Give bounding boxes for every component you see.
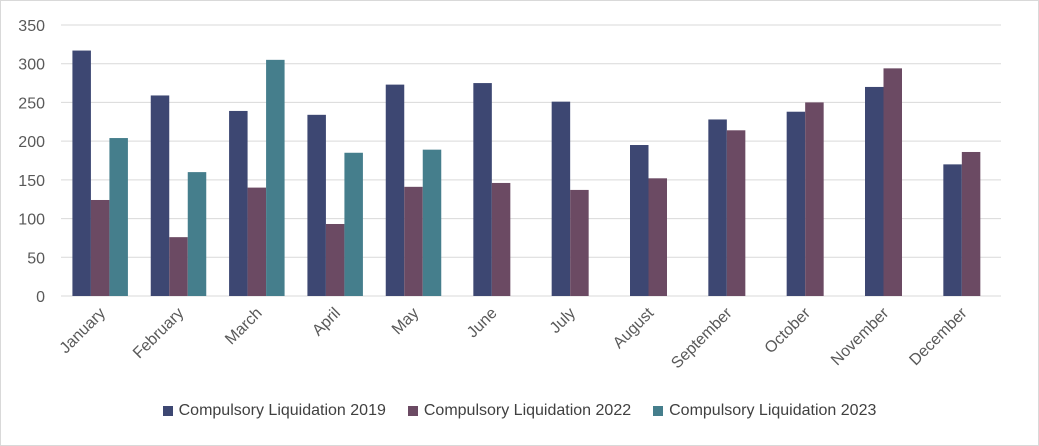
bar-september-0 bbox=[708, 119, 727, 296]
y-tick-label: 150 bbox=[18, 173, 45, 190]
y-tick-label: 200 bbox=[18, 134, 45, 151]
y-tick-label: 250 bbox=[18, 95, 45, 112]
bar-march-2 bbox=[266, 59, 285, 296]
legend: Compulsory Liquidation 2019 Compulsory Li… bbox=[0, 402, 1039, 420]
legend-swatch bbox=[653, 406, 664, 416]
y-tick-label: 0 bbox=[36, 289, 45, 306]
bar-april-0 bbox=[307, 114, 326, 297]
legend-label: Compulsory Liquidation 2019 bbox=[178, 402, 386, 419]
bar-february-1 bbox=[169, 237, 188, 296]
x-tick-label: July bbox=[547, 305, 579, 337]
legend-swatch bbox=[162, 406, 173, 416]
legend-label: Compulsory Liquidation 2022 bbox=[423, 402, 632, 419]
bar-january-2 bbox=[109, 138, 128, 296]
bar-november-1 bbox=[883, 68, 902, 296]
bar-january-1 bbox=[90, 199, 110, 296]
bar-november-0 bbox=[865, 86, 884, 296]
x-tick-label: February bbox=[130, 305, 187, 362]
x-tick-label: August bbox=[610, 304, 658, 352]
x-tick-label: November bbox=[828, 304, 893, 369]
y-tick-label: 100 bbox=[18, 212, 45, 229]
bar-july-0 bbox=[551, 101, 571, 296]
legend-label: Compulsory Liquidation 2023 bbox=[669, 402, 877, 419]
bar-december-0 bbox=[943, 164, 962, 296]
y-tick-label: 350 bbox=[18, 18, 45, 35]
y-tick-label: 300 bbox=[18, 57, 45, 74]
bar-august-1 bbox=[648, 178, 667, 296]
bar-may-0 bbox=[385, 84, 405, 297]
bar-june-0 bbox=[473, 83, 492, 296]
bar-may-1 bbox=[404, 186, 423, 296]
bar-october-0 bbox=[786, 111, 806, 296]
bar-october-1 bbox=[805, 102, 824, 296]
bar-july-1 bbox=[570, 189, 589, 296]
y-tick-label: 50 bbox=[27, 250, 45, 267]
bar-march-0 bbox=[229, 110, 248, 297]
bar-may-2 bbox=[422, 149, 442, 296]
x-tick-label: December bbox=[906, 304, 971, 369]
bar-september-1 bbox=[726, 130, 746, 296]
x-tick-label: September bbox=[668, 304, 736, 372]
x-tick-label: May bbox=[389, 305, 422, 338]
bar-february-2 bbox=[187, 172, 207, 296]
bar-june-1 bbox=[491, 182, 511, 296]
legend-item: Compulsory Liquidation 2019 bbox=[162, 402, 386, 420]
bar-april-2 bbox=[344, 152, 363, 296]
legend-item: Compulsory Liquidation 2023 bbox=[653, 402, 876, 420]
x-tick-label: January bbox=[57, 305, 109, 357]
x-tick-label: April bbox=[309, 305, 344, 340]
legend-item: Compulsory Liquidation 2022 bbox=[407, 402, 632, 420]
bar-january-0 bbox=[72, 50, 91, 297]
x-tick-label: March bbox=[222, 305, 265, 348]
bar-april-1 bbox=[325, 223, 345, 296]
legend-swatch bbox=[407, 406, 418, 416]
bar-chart: 0 50 100 150 200 250 300 350 January February Marc… bbox=[18, 18, 1001, 372]
bar-august-0 bbox=[630, 145, 649, 296]
bar-march-1 bbox=[247, 187, 267, 296]
bar-february-0 bbox=[150, 95, 170, 297]
x-tick-label: June bbox=[464, 305, 501, 342]
x-tick-label: October bbox=[762, 304, 815, 357]
bar-december-1 bbox=[961, 151, 981, 296]
